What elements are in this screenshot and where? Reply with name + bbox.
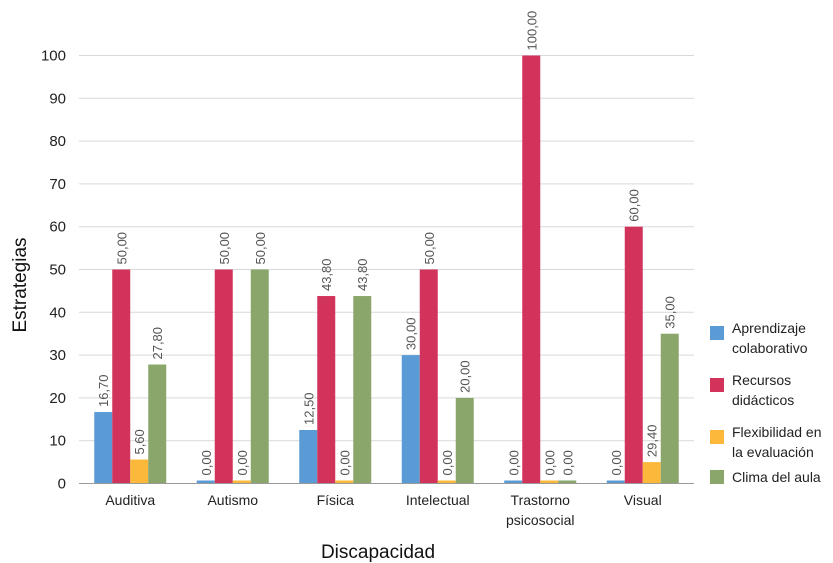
legend-label: Flexibilidad en	[732, 424, 822, 440]
data-label: 0,00	[440, 450, 455, 475]
bar	[353, 296, 372, 484]
data-label: 0,00	[560, 450, 575, 475]
data-labels: 16,70 50,00 5,60 27,80 0,00 50,00 0,00 50,00 12,…	[96, 11, 678, 476]
data-label: 12,50	[301, 392, 316, 425]
bar	[606, 480, 625, 484]
bar	[401, 355, 420, 484]
legend-label: Recursos	[732, 372, 791, 388]
y-tick-label: 80	[49, 133, 66, 150]
bar	[419, 269, 438, 484]
bar	[317, 296, 336, 484]
data-label: 35,00	[663, 296, 678, 329]
x-category-label: Intelectual	[406, 492, 470, 508]
bars	[94, 55, 679, 484]
data-label: 50,00	[114, 232, 129, 265]
y-tick-label: 10	[49, 433, 66, 450]
bar	[299, 430, 318, 484]
data-label: 100,00	[524, 11, 539, 51]
y-tick-label: 50	[49, 262, 66, 279]
bar	[130, 459, 149, 484]
bar	[455, 397, 474, 484]
bar	[232, 480, 251, 484]
legend-label: Aprendizaje	[732, 320, 806, 336]
x-category-label: psicosocial	[506, 512, 574, 528]
data-label: 50,00	[422, 232, 437, 265]
y-axis-ticks: 0 10 20 30 40 50 60 70 80 90 100	[41, 48, 66, 493]
y-tick-label: 90	[49, 90, 66, 107]
data-label: 0,00	[199, 450, 214, 475]
bar	[522, 55, 541, 484]
bar	[437, 480, 456, 484]
bar	[250, 269, 269, 484]
y-tick-label: 0	[58, 476, 66, 493]
legend-swatch	[710, 378, 724, 392]
legend-label: colaborativo	[732, 340, 808, 356]
x-category-label: Física	[317, 492, 355, 508]
bar	[660, 333, 679, 484]
data-label: 5,60	[132, 429, 147, 454]
x-axis-title: Discapacidad	[321, 542, 435, 563]
data-label: 43,80	[319, 258, 334, 291]
x-axis-categories: Auditiva Autismo Física Intelectual Trastorn…	[105, 492, 661, 528]
data-label: 30,00	[404, 318, 419, 351]
data-label: 60,00	[627, 189, 642, 222]
x-category-label: Trastorno	[511, 492, 571, 508]
data-label: 0,00	[506, 450, 521, 475]
data-label: 43,80	[355, 258, 370, 291]
y-tick-label: 100	[41, 48, 66, 65]
bar	[642, 462, 661, 484]
data-label: 20,00	[458, 360, 473, 393]
y-axis-title: Estrategias	[10, 237, 31, 332]
legend-swatch	[710, 430, 724, 444]
data-label: 0,00	[609, 450, 624, 475]
data-label: 50,00	[253, 232, 268, 265]
data-label: 0,00	[337, 450, 352, 475]
bar	[624, 226, 643, 484]
legend-swatch	[710, 470, 724, 484]
legend-swatch	[710, 326, 724, 340]
bar	[335, 480, 354, 484]
data-label: 0,00	[542, 450, 557, 475]
data-label: 0,00	[235, 450, 250, 475]
legend-label: la evaluación	[732, 444, 814, 460]
data-label: 27,80	[150, 327, 165, 360]
data-label: 16,70	[96, 374, 111, 407]
y-tick-label: 70	[49, 176, 66, 193]
y-tick-label: 30	[49, 347, 66, 364]
bar	[558, 480, 577, 484]
x-category-label: Auditiva	[105, 492, 155, 508]
bar	[196, 480, 215, 484]
x-category-label: Autismo	[207, 492, 258, 508]
bar	[148, 364, 167, 484]
y-tick-label: 60	[49, 219, 66, 236]
y-tick-label: 20	[49, 390, 66, 407]
bar	[504, 480, 523, 484]
legend: Aprendizaje colaborativo Recursos didáctico…	[710, 320, 822, 485]
bar	[112, 269, 131, 484]
legend-label: didácticos	[732, 392, 794, 408]
bar	[94, 412, 113, 484]
data-label: 50,00	[217, 232, 232, 265]
data-label: 29,40	[645, 425, 660, 458]
gridlines	[79, 55, 694, 442]
legend-label: Clima del aula	[732, 469, 821, 485]
x-category-label: Visual	[624, 492, 662, 508]
y-tick-label: 40	[49, 304, 66, 321]
bar	[214, 269, 233, 484]
bar	[540, 480, 559, 484]
